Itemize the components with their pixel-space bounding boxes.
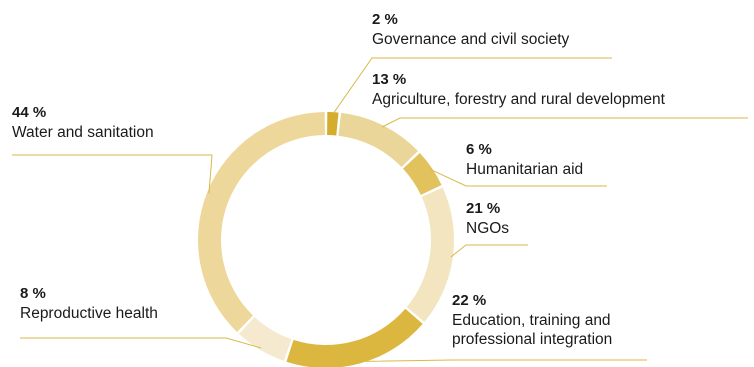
slice-category-label-6-0: Water and sanitation <box>12 124 154 141</box>
donut-slices <box>198 112 454 367</box>
slice-category-label-1-0: Agriculture, forestry and rural developm… <box>372 91 666 108</box>
slice-value-label-2: 6 % <box>466 141 492 158</box>
slice-labels: 2 % Governance and civil society 13 % Agric… <box>12 11 666 348</box>
slice-category-label-4-0: Education, training and <box>452 312 611 329</box>
leader-lines <box>12 57 748 362</box>
donut-slice-0 <box>327 112 339 136</box>
slice-value-label-6: 44 % <box>12 104 46 121</box>
donut-slice-6 <box>198 112 325 333</box>
leader-line-3 <box>450 244 528 258</box>
donut-slice-1 <box>338 112 419 167</box>
slice-value-label-3: 21 % <box>466 200 500 217</box>
leader-line-0 <box>332 57 612 115</box>
slice-category-label-3-0: NGOs <box>466 220 509 237</box>
slice-value-label-0: 2 % <box>372 11 398 28</box>
slice-value-label-1: 13 % <box>372 71 406 88</box>
leader-line-1 <box>381 117 748 128</box>
slice-category-label-2-0: Humanitarian aid <box>466 161 583 178</box>
donut-slice-2 <box>402 152 442 195</box>
leader-line-2 <box>430 168 607 187</box>
slice-category-label-4-1: professional integration <box>452 331 612 348</box>
slice-value-label-5: 8 % <box>20 285 46 302</box>
leader-line-5 <box>20 337 262 349</box>
slice-category-label-5-0: Reproductive health <box>20 305 158 322</box>
slice-category-label-0-0: Governance and civil society <box>372 31 570 48</box>
donut-slice-5 <box>238 316 292 361</box>
donut-slice-4 <box>286 308 423 367</box>
leader-line-6 <box>12 154 213 194</box>
slice-value-label-4: 22 % <box>452 292 486 309</box>
leader-line-4 <box>359 359 647 362</box>
donut-slice-3 <box>406 187 454 322</box>
